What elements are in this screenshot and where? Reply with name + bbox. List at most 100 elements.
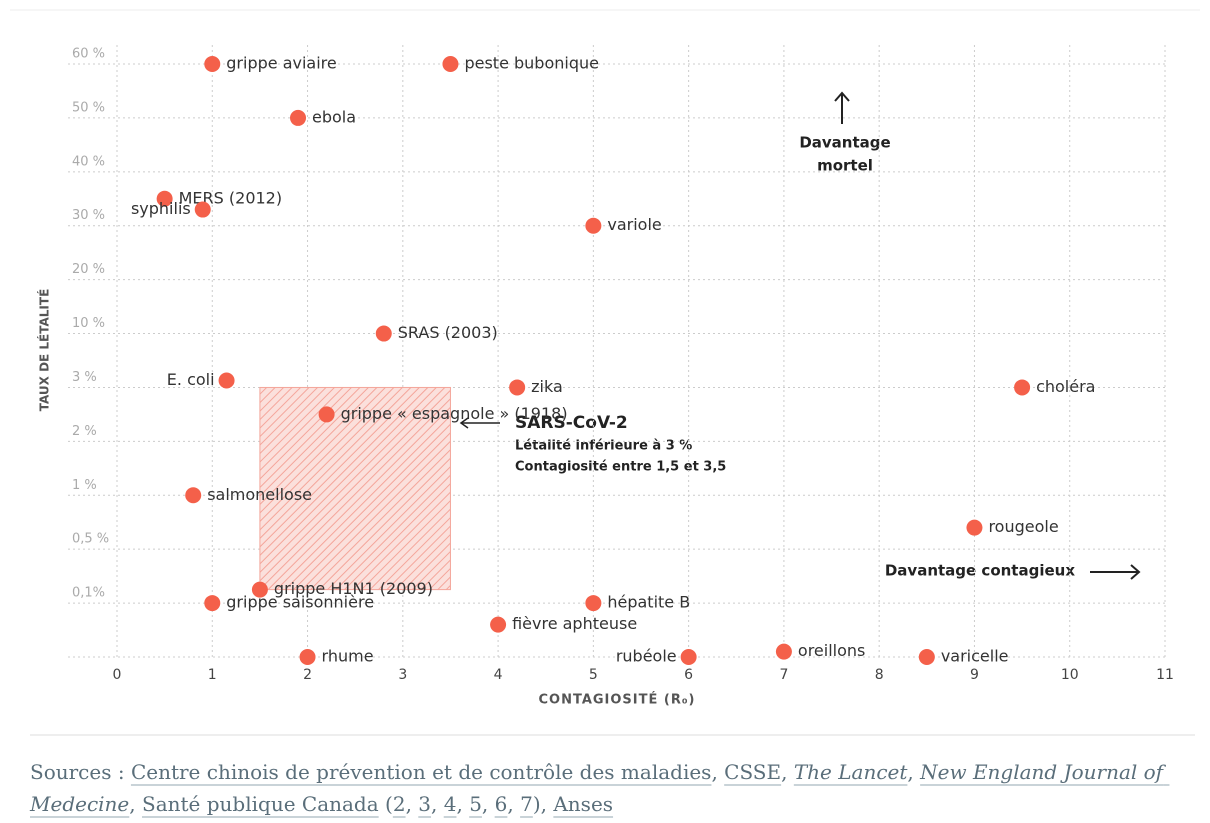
source-link[interactable]: 6	[494, 792, 508, 816]
source-text: ,	[781, 760, 794, 784]
source-text: ,	[907, 760, 921, 784]
point	[299, 649, 316, 665]
point	[680, 649, 697, 665]
highlight-area	[259, 386, 451, 591]
point	[156, 190, 173, 207]
point-label: ebola	[312, 107, 356, 126]
point	[204, 56, 221, 72]
x-tick-label: 8	[875, 667, 884, 683]
point-label: oreillons	[798, 641, 865, 660]
annotation: mortel	[817, 157, 873, 175]
x-tick-label: 6	[684, 667, 693, 683]
point-label: choléra	[1036, 377, 1095, 396]
y-axis-label: TAUX DE LÉTALITÉ	[37, 289, 52, 412]
point	[194, 201, 211, 218]
point-label: E. coli	[167, 370, 215, 389]
point	[185, 487, 202, 504]
point-label: MERS (2012)	[179, 188, 282, 207]
x-tick-label: 2	[303, 667, 312, 683]
source-text: ,	[456, 792, 470, 816]
x-tick-label: 4	[494, 667, 503, 683]
grid	[68, 45, 1166, 658]
point	[490, 616, 507, 633]
point	[509, 379, 526, 396]
y-tick-label: 2 %	[72, 424, 97, 439]
point	[375, 325, 392, 342]
point-label: SRAS (2003)	[398, 323, 498, 342]
source-text: ,	[507, 792, 521, 816]
y-tick-label: 30 %	[72, 208, 105, 223]
source-link[interactable]: New England Journal of Medecine	[30, 760, 1170, 816]
source-link[interactable]: 3	[418, 792, 432, 816]
source-link[interactable]: 4	[443, 792, 457, 816]
point-label: peste bubonique	[464, 54, 599, 73]
point	[966, 519, 983, 536]
point	[442, 56, 459, 72]
y-tick-label: 10 %	[72, 316, 105, 331]
point	[251, 581, 268, 598]
source-link[interactable]: Santé publique Canada	[142, 792, 379, 816]
point-label: grippe saisonnière	[226, 593, 374, 612]
source-link[interactable]: 2	[392, 792, 406, 816]
source-text: ,	[129, 792, 142, 816]
x-tick-label: 5	[589, 667, 598, 683]
source-link[interactable]: Anses	[553, 792, 614, 816]
highlight-text: Contagiosité entre 1,5 et 3,5	[515, 460, 726, 475]
x-tick-label: 1	[208, 667, 217, 683]
y-tick-label: 20 %	[72, 262, 105, 277]
y-tick-label: 0,1%	[72, 586, 105, 601]
arrow-head	[1130, 564, 1141, 580]
source-link[interactable]: 7	[520, 792, 533, 816]
x-tick-label: 10	[1061, 667, 1079, 683]
point-label: rubéole	[616, 647, 677, 666]
point-label: rougeole	[988, 517, 1058, 536]
source-link[interactable]: 5	[469, 792, 482, 816]
x-tick-label: 7	[779, 667, 788, 683]
point-label: hépatite B	[607, 593, 690, 612]
y-tick-label: 50 %	[72, 100, 105, 115]
y-tick-label: 60 %	[72, 47, 105, 62]
chart: TAUX DE LÉTALITÉ CONTAGIOSITÉ (R₀) Davan…	[10, 9, 1200, 736]
point-label: syphilis	[131, 199, 191, 218]
y-tick-label: 40 %	[72, 154, 105, 169]
source-link[interactable]: CSSE	[724, 760, 782, 784]
point-label: grippe H1N1 (2009)	[274, 579, 433, 598]
point	[918, 649, 935, 665]
arrow-head	[834, 91, 850, 102]
point	[218, 372, 235, 389]
annotation: Davantage contagieux	[885, 562, 1075, 580]
point	[290, 109, 307, 126]
point-label: grippe « espagnole » (1918)	[341, 404, 568, 423]
point-label: variole	[607, 215, 661, 234]
point	[1014, 379, 1031, 396]
annotation: Davantage	[799, 134, 890, 152]
x-tick-label: 0	[113, 667, 122, 683]
sources: Sources : Centre chinois de prévention e…	[30, 756, 1190, 820]
point	[775, 643, 792, 660]
source-text: ,	[431, 792, 444, 816]
point	[318, 406, 335, 423]
point-label: grippe aviaire	[226, 54, 336, 73]
source-text: ),	[532, 792, 554, 816]
x-tick-label: 3	[398, 667, 407, 683]
point	[585, 595, 602, 612]
point	[585, 217, 602, 234]
point-label: zika	[531, 377, 563, 396]
x-tick-label: 11	[1156, 667, 1174, 683]
point-label: varicelle	[941, 647, 1009, 666]
point	[204, 595, 221, 612]
y-tick-label: 0,5 %	[72, 532, 109, 547]
point-label: rhume	[322, 647, 374, 666]
y-tick-label: 1 %	[72, 478, 97, 493]
source-text: (	[378, 792, 393, 816]
highlight-text: Létalité inférieure à 3 %	[515, 439, 692, 454]
y-tick-label: 3 %	[72, 370, 97, 385]
source-text: Sources :	[30, 760, 131, 784]
arrow-head	[459, 417, 469, 429]
source-text: ,	[711, 760, 725, 784]
highlight-title: SARS-CoV-2	[515, 413, 628, 433]
source-link[interactable]: Centre chinois de prévention et de contr…	[130, 760, 712, 784]
x-tick-label: 9	[970, 667, 979, 683]
source-link[interactable]: The Lancet	[793, 760, 908, 784]
